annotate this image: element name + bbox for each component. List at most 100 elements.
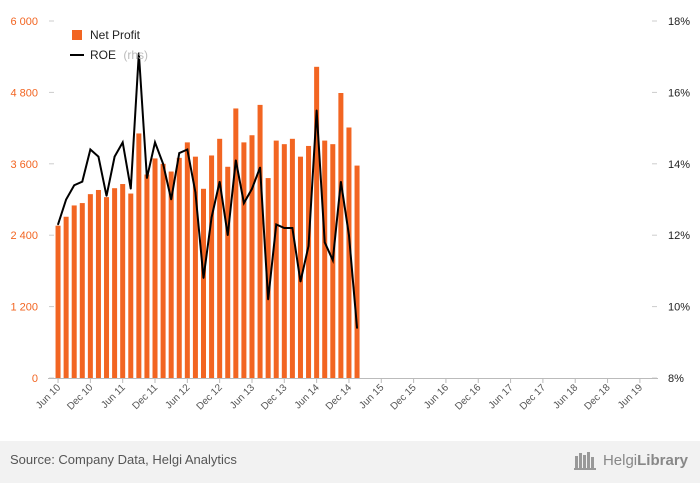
- brand-name-bold: Library: [637, 451, 688, 469]
- left-axis-tick-label: 1 200: [10, 302, 38, 314]
- roe-point: [57, 223, 59, 226]
- net-profit-bar: [322, 140, 328, 378]
- legend: Net Profit ROE (rhs): [70, 28, 148, 62]
- net-profit-bar: [354, 165, 360, 378]
- net-profit-bar: [346, 127, 352, 378]
- footer: Source: Company Data, Helgi Analytics He…: [0, 441, 700, 483]
- roe-point: [299, 280, 302, 283]
- roe-point: [121, 141, 124, 144]
- x-axis-tick-label: Jun 18: [551, 382, 580, 411]
- net-profit-bar: [249, 135, 255, 378]
- net-profit-bar: [281, 144, 287, 378]
- net-profit-bar: [120, 184, 126, 378]
- net-profit-bar: [184, 142, 190, 378]
- roe-point: [307, 245, 310, 247]
- left-axis-tick-label: 4 800: [10, 87, 38, 99]
- net-profit-bar: [152, 158, 158, 378]
- roe-point: [178, 152, 181, 154]
- brand-name-light: Helgi: [602, 451, 638, 469]
- x-axis-tick-label: Jun 17: [487, 382, 516, 411]
- roe-line: [57, 53, 359, 329]
- net-profit-bar: [217, 138, 223, 378]
- roe-point: [251, 187, 253, 190]
- roe-point: [235, 159, 237, 162]
- net-profit-bar: [176, 157, 182, 378]
- net-profit-bar: [160, 163, 166, 378]
- x-axis-tick-label: Dec 13: [259, 382, 289, 412]
- legend-label-roe-name: ROE: [90, 48, 116, 62]
- right-axis-tick-label: 18%: [668, 16, 690, 28]
- net-profit-bar: [136, 133, 142, 378]
- net-profit-bar: [314, 66, 320, 378]
- roe-point: [202, 277, 205, 279]
- x-axis-tick-label: Jun 19: [616, 382, 645, 411]
- roe-point: [129, 187, 132, 190]
- roe-point: [138, 52, 140, 54]
- roe-point: [291, 227, 294, 229]
- net-profit-bar: [306, 145, 312, 378]
- x-axis-tick-label: Jun 10: [34, 382, 63, 411]
- roe-point: [81, 180, 84, 183]
- x-axis-tick-label: Dec 17: [518, 382, 548, 412]
- right-axis-tick-label: 12%: [668, 230, 690, 242]
- roe-point: [348, 234, 350, 236]
- net-profit-bars: [55, 66, 360, 379]
- x-axis-tick-label: Dec 10: [65, 382, 95, 412]
- x-axis-tick-label: Jun 16: [422, 382, 451, 411]
- library-books-icon: [573, 452, 596, 470]
- x-axis-tick-label: Jun 11: [99, 382, 128, 411]
- net-profit-bar: [241, 142, 247, 378]
- net-profit-bar: [87, 194, 93, 378]
- x-axis-tick-label: Jun 14: [293, 382, 322, 411]
- roe-point: [259, 166, 261, 169]
- net-profit-bar: [95, 189, 101, 378]
- net-profit-bar: [128, 193, 134, 378]
- net-profit-bar: [257, 104, 263, 378]
- roe-point: [65, 198, 67, 201]
- net-profit-bar: [55, 225, 61, 378]
- net-profit-bar: [209, 155, 215, 378]
- chart: 0 1 200 2 400 3 600 4 800 6 000 8% 10% 12% 14% 16…: [10, 16, 690, 413]
- roe-point: [356, 327, 358, 329]
- brand-logo: HelgiLibrary: [573, 450, 688, 470]
- roe-point: [340, 180, 342, 183]
- left-axis: 0 1 200 2 400 3 600 4 800 6 000: [10, 16, 54, 385]
- net-profit-bar: [225, 166, 231, 378]
- net-profit-bar: [192, 156, 198, 378]
- roe-point: [226, 234, 229, 236]
- net-profit-bar: [273, 140, 279, 378]
- roe-point: [73, 184, 75, 187]
- roe-point: [283, 227, 286, 229]
- roe-point: [170, 198, 172, 201]
- x-axis-tick-label: Jun 12: [163, 382, 192, 411]
- roe-point: [267, 298, 269, 301]
- roe-point: [162, 163, 164, 165]
- roe-point: [113, 155, 116, 158]
- right-axis-tick-label: 14%: [668, 159, 690, 171]
- source-text: Source: Company Data, Helgi Analytics: [10, 452, 237, 467]
- net-profit-bar: [79, 203, 85, 378]
- roe-point: [97, 155, 100, 158]
- x-axis-tick-label: Dec 14: [324, 382, 354, 412]
- x-axis-tick-label: Dec 18: [582, 382, 612, 412]
- roe-point: [332, 259, 334, 261]
- net-profit-bar: [144, 174, 150, 378]
- net-profit-bar: [112, 188, 118, 378]
- net-profit-bar: [265, 178, 271, 378]
- roe-point: [146, 177, 148, 179]
- x-axis-tick-label: Dec 12: [195, 382, 225, 412]
- x-axis-tick-label: Dec 16: [453, 382, 483, 412]
- left-axis-tick-label: 0: [32, 373, 38, 385]
- net-profit-bar: [297, 156, 303, 378]
- roe-point: [89, 148, 92, 151]
- legend-label-net-profit: Net Profit: [90, 28, 141, 42]
- legend-label-roe: ROE (rhs): [90, 48, 148, 62]
- net-profit-bar: [104, 197, 110, 378]
- roe-point: [186, 148, 189, 151]
- roe-point: [275, 223, 278, 226]
- x-axis: Jun 10 Dec 10 Jun 11 Dec 11 Jun 12 Dec 12 Jun …: [34, 378, 658, 413]
- roe-point: [194, 191, 197, 194]
- left-axis-tick-label: 2 400: [10, 230, 38, 242]
- x-axis-tick-label: Jun 15: [357, 382, 386, 411]
- right-axis-tick-label: 10%: [668, 302, 690, 314]
